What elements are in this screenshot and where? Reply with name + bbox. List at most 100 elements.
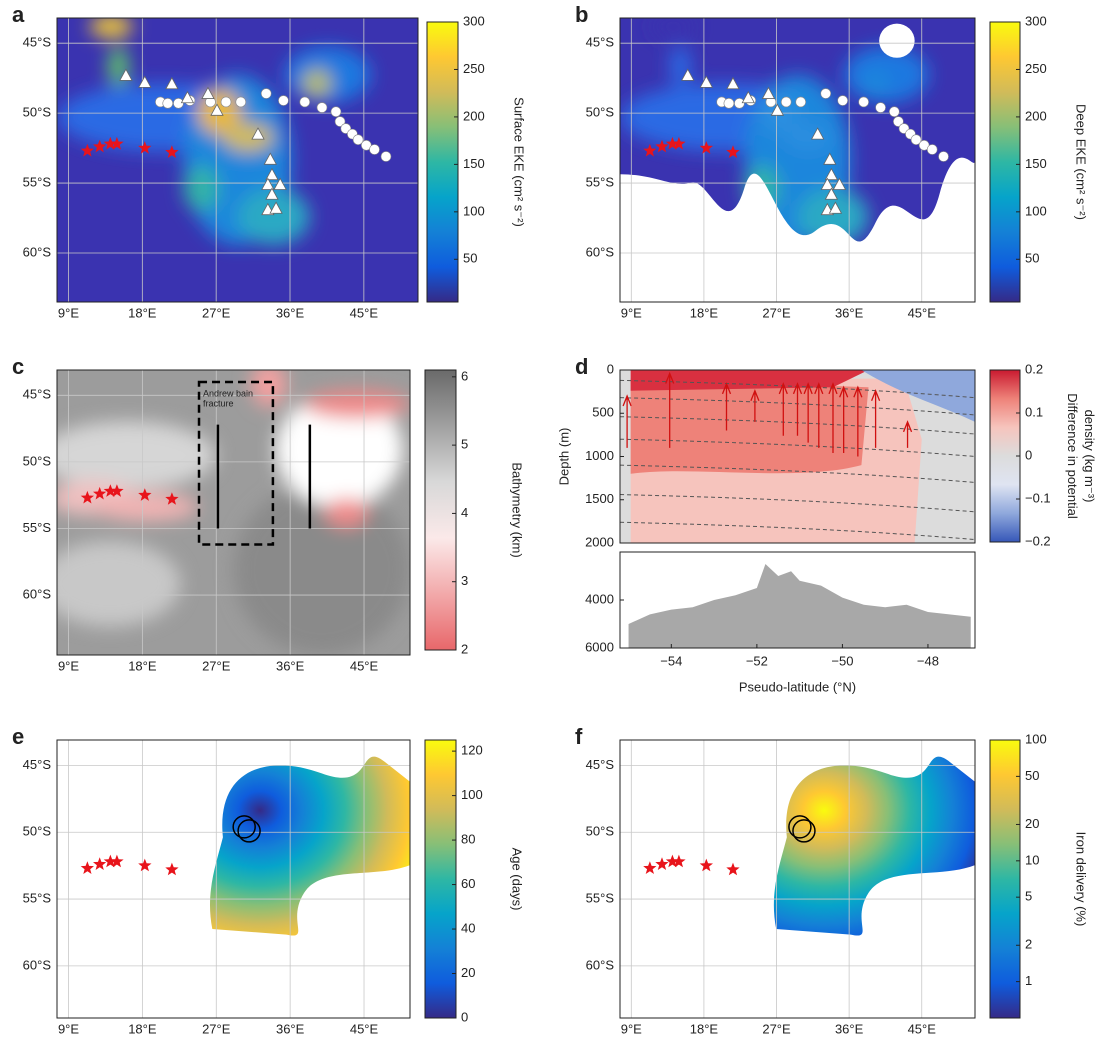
colorbar xyxy=(989,21,1021,303)
circle-marker xyxy=(173,98,184,109)
y-tick-label: 55°S xyxy=(23,520,52,535)
isopycnal xyxy=(620,379,975,399)
y-tick-label: 45°S xyxy=(23,35,52,50)
arrow xyxy=(721,382,732,431)
colorbar-tick-label: 200 xyxy=(463,108,485,123)
arrow xyxy=(853,385,863,457)
y-tick-label: 55°S xyxy=(586,175,615,190)
star-marker xyxy=(103,854,117,868)
star-marker xyxy=(643,143,657,157)
y-tick-label: 6000 xyxy=(585,639,614,654)
y-tick-label: 50°S xyxy=(23,453,52,468)
colorbar-tick-label: 40 xyxy=(461,920,475,935)
colorbar-tick-label: 5 xyxy=(1025,889,1032,904)
triangle-marker xyxy=(265,167,279,181)
triangle-marker xyxy=(251,127,265,140)
star-marker xyxy=(726,145,740,158)
panel-label: a xyxy=(12,2,25,27)
ring-marker xyxy=(788,815,812,839)
arrow xyxy=(622,394,632,448)
x-tick-label: 9°E xyxy=(58,1021,79,1036)
colorbar-tick-label: 50 xyxy=(1025,251,1039,266)
triangle-marker xyxy=(824,167,839,181)
x-tick-label: 18°E xyxy=(128,1021,157,1036)
triangle-marker xyxy=(138,75,152,88)
y-tick-label: 60°S xyxy=(586,957,615,972)
circle-marker xyxy=(278,95,289,106)
field-blob xyxy=(304,389,410,419)
circle-marker xyxy=(316,102,328,113)
panel-label: e xyxy=(12,724,24,749)
circle-marker xyxy=(330,106,342,118)
x-tick-label: 27°E xyxy=(202,1021,231,1036)
x-tick-label: 27°E xyxy=(762,1021,791,1036)
isopycnal xyxy=(620,438,975,457)
colorbar xyxy=(426,21,459,303)
y-tick-label: 50°S xyxy=(23,824,52,839)
circle-marker xyxy=(889,106,900,118)
y-tick-label: 60°S xyxy=(23,587,52,602)
colorbar-tick-label: 20 xyxy=(1025,816,1039,831)
x-tick-label: 36°E xyxy=(835,1021,864,1036)
star-marker xyxy=(665,136,680,150)
bathymetry-area xyxy=(628,564,971,648)
x-tick-label: 9°E xyxy=(621,305,642,320)
field-region xyxy=(630,378,869,474)
x-tick-label: 9°E xyxy=(58,658,79,673)
y-tick-label: 50°S xyxy=(586,105,615,120)
circle-marker xyxy=(910,134,922,146)
x-tick-label: 27°E xyxy=(202,658,231,673)
circle-marker xyxy=(875,102,886,113)
star-marker xyxy=(93,139,107,153)
x-tick-label: 27°E xyxy=(762,305,791,320)
circle-marker xyxy=(260,88,272,99)
y-tick-label: 60°S xyxy=(23,957,52,972)
star-marker xyxy=(138,141,152,154)
x-tick-label: 45°E xyxy=(908,1021,937,1036)
circle-marker xyxy=(369,144,380,155)
colorbar-tick-label: 200 xyxy=(1025,108,1047,123)
colorbar-label: Deep EKE (cm² s⁻²) xyxy=(1074,104,1089,220)
colorbar-tick-label: 0.2 xyxy=(1025,361,1043,376)
colorbar-tick-label: 120 xyxy=(461,743,483,758)
star-marker xyxy=(699,141,713,154)
isopycnal xyxy=(620,416,975,435)
x-tick-label: 36°E xyxy=(276,305,305,320)
star-marker xyxy=(138,488,152,501)
colorbar-tick-label: 300 xyxy=(1025,13,1047,28)
arrow xyxy=(792,382,803,436)
circle-marker xyxy=(837,95,848,106)
circle-marker xyxy=(858,96,869,108)
star-marker xyxy=(726,862,740,876)
triangle-marker xyxy=(770,103,785,116)
colorbar xyxy=(989,739,1021,1019)
colorbar-tick-label: 80 xyxy=(461,832,475,847)
x-tick-label: 36°E xyxy=(835,305,864,320)
y-tick-label: 45°S xyxy=(23,757,52,772)
field-blob xyxy=(302,69,332,98)
ring-marker xyxy=(232,815,256,839)
field-blob xyxy=(251,370,287,408)
circle-marker xyxy=(734,98,745,109)
star-marker xyxy=(110,484,124,497)
x-tick-label: 18°E xyxy=(128,658,157,673)
triangle-marker xyxy=(265,187,279,200)
x-tick-label: 36°E xyxy=(276,658,305,673)
field-blob xyxy=(57,421,216,490)
colorbar-label: Difference in potential xyxy=(1065,393,1080,519)
axes-frame xyxy=(56,369,411,656)
triangle-marker xyxy=(119,68,133,81)
panel-label: c xyxy=(12,354,24,379)
annotation: fracture xyxy=(203,398,234,408)
x-tick-label: 18°E xyxy=(690,305,719,320)
x-tick-label: 18°E xyxy=(690,1021,719,1036)
x-tick-label: −48 xyxy=(917,653,939,668)
star-marker xyxy=(165,145,179,158)
star-marker xyxy=(665,854,680,868)
star-marker xyxy=(655,857,669,870)
triangle-marker xyxy=(269,201,283,214)
triangle-marker xyxy=(261,177,275,190)
colorbar-label: density (kg m⁻³) xyxy=(1082,410,1097,503)
colorbar-label: Bathymetry (km) xyxy=(510,462,525,557)
